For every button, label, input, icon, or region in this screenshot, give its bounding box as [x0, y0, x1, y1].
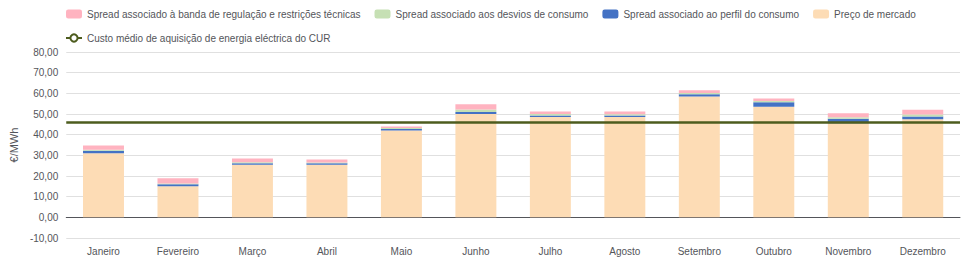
svg-text:50,00: 50,00 [33, 109, 58, 120]
svg-text:Julho: Julho [538, 246, 562, 257]
svg-text:Spread associado ao perfil do: Spread associado ao perfil do consumo [623, 9, 799, 20]
svg-text:60,00: 60,00 [33, 88, 58, 99]
svg-text:Novembro: Novembro [825, 246, 872, 257]
svg-text:30,00: 30,00 [33, 150, 58, 161]
svg-text:Setembro: Setembro [678, 246, 722, 257]
svg-text:80,00: 80,00 [33, 47, 58, 58]
svg-text:Junho: Junho [462, 246, 490, 257]
svg-text:Março: Março [239, 246, 267, 257]
svg-text:40,00: 40,00 [33, 129, 58, 140]
svg-text:Outubro: Outubro [756, 246, 793, 257]
svg-text:70,00: 70,00 [33, 67, 58, 78]
svg-text:Janeiro: Janeiro [87, 246, 120, 257]
svg-text:Spread associado à banda de re: Spread associado à banda de regulação e … [87, 9, 361, 20]
svg-text:Custo médio de aquisição de en: Custo médio de aquisição de energia eléc… [87, 33, 330, 44]
svg-text:€/MWh: €/MWh [8, 128, 20, 163]
svg-text:Preço de mercado: Preço de mercado [834, 9, 916, 20]
svg-text:Dezembro: Dezembro [900, 246, 947, 257]
svg-text:Spread associado aos desvios d: Spread associado aos desvios de consumo [396, 9, 589, 20]
svg-text:Maio: Maio [391, 246, 413, 257]
svg-text:Fevereiro: Fevereiro [157, 246, 200, 257]
svg-text:Agosto: Agosto [609, 246, 641, 257]
svg-text:Abril: Abril [317, 246, 337, 257]
svg-text:20,00: 20,00 [33, 171, 58, 182]
svg-text:0,00: 0,00 [39, 212, 59, 223]
svg-text:10,00: 10,00 [33, 191, 58, 202]
svg-text:-10,00: -10,00 [30, 233, 59, 244]
